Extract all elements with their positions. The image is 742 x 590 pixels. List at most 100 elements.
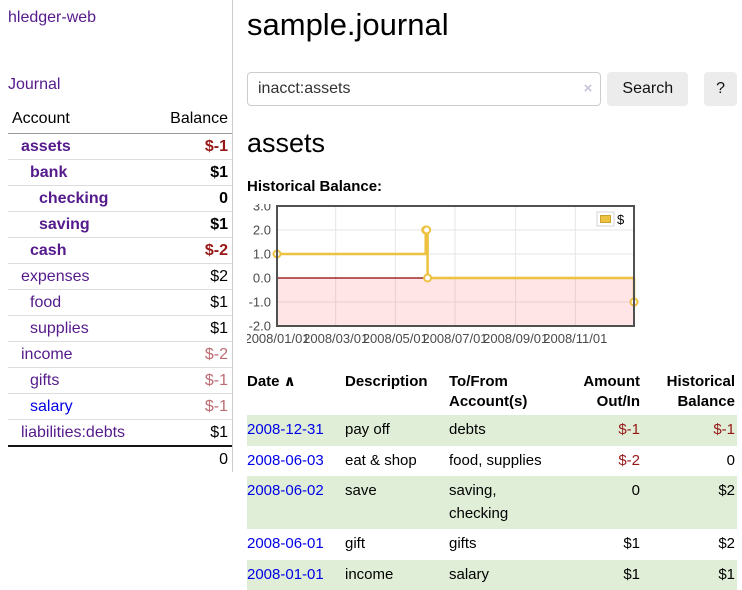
transaction-date-link[interactable]: 2008-06-01 <box>247 535 324 552</box>
register-column-label: Description <box>345 373 428 390</box>
transaction-date-cell: 2008-06-02 <box>247 476 345 529</box>
account-row: assets $-1 <box>8 134 232 160</box>
transaction-date-link[interactable]: 2008-06-02 <box>247 482 324 499</box>
sort-ascending-icon: ∧ <box>280 373 296 390</box>
register-column-label: To/From Account(s) <box>449 373 527 410</box>
register-column-label: Historical Balance <box>667 373 735 410</box>
transaction-accounts: food, supplies <box>449 446 565 477</box>
svg-text:1.0: 1.0 <box>253 247 271 262</box>
accounts-header-balance: Balance <box>152 107 232 134</box>
svg-text:2008/09/01: 2008/09/01 <box>483 331 548 346</box>
account-row: income $-2 <box>8 342 232 368</box>
account-balance: $1 <box>152 420 232 447</box>
transaction-accounts: saving, checking <box>449 476 565 529</box>
transaction-balance: $2 <box>642 529 737 560</box>
transaction-amount: $-1 <box>565 415 642 446</box>
transaction-date-link[interactable]: 2008-06-03 <box>247 452 324 469</box>
svg-text:2008/01/01: 2008/01/01 <box>247 331 310 346</box>
account-balance: $1 <box>152 212 232 238</box>
register-column-header[interactable]: Date ∧ <box>247 369 345 415</box>
sidebar-account-link[interactable]: saving <box>39 216 90 233</box>
account-balance: $-1 <box>152 394 232 420</box>
sidebar: hledger-web Journal Account Balance asse… <box>0 0 233 472</box>
svg-text:2008/03/01: 2008/03/01 <box>303 331 368 346</box>
account-balance: 0 <box>152 186 232 212</box>
transaction-accounts: debts <box>449 415 565 446</box>
sidebar-item-journal[interactable]: Journal <box>8 76 232 94</box>
account-balance: $1 <box>152 290 232 316</box>
search-form: × Search ? <box>247 72 737 106</box>
svg-text:3.0: 3.0 <box>253 204 271 214</box>
svg-text:2.0: 2.0 <box>253 223 271 238</box>
register-column-header: Amount Out/In <box>565 369 642 415</box>
sidebar-account-link[interactable]: food <box>30 294 61 311</box>
account-row: bank $1 <box>8 160 232 186</box>
transaction-date-cell: 2008-06-03 <box>247 446 345 477</box>
svg-text:2008/11/01: 2008/11/01 <box>543 331 607 346</box>
sidebar-account-link[interactable]: salary <box>30 398 73 415</box>
search-button[interactable]: Search <box>607 72 688 106</box>
help-button[interactable]: ? <box>704 72 737 106</box>
svg-text:2008/05/01: 2008/05/01 <box>363 331 428 346</box>
transaction-description: income <box>345 560 449 590</box>
transaction-date-link[interactable]: 2008-01-01 <box>247 566 324 583</box>
sidebar-account-link[interactable]: liabilities:debts <box>21 424 125 441</box>
accounts-total-spacer <box>8 446 152 472</box>
sidebar-account-link[interactable]: income <box>21 346 73 363</box>
register-column-header: Description <box>345 369 449 415</box>
account-balance: $-2 <box>152 238 232 264</box>
transaction-description: pay off <box>345 415 449 446</box>
transaction-amount: $-2 <box>565 446 642 477</box>
account-balance: $2 <box>152 264 232 290</box>
sidebar-account-link[interactable]: gifts <box>30 372 59 389</box>
transaction-description: save <box>345 476 449 529</box>
transaction-date-cell: 2008-01-01 <box>247 560 345 590</box>
brand-link[interactable]: hledger-web <box>8 9 232 27</box>
transaction-balance: $1 <box>642 560 737 590</box>
register-column-label: Date <box>247 373 280 390</box>
chart-svg: $3.02.01.00.0-1.0-2.02008/01/012008/03/0… <box>247 204 667 349</box>
main-content: sample.journal × Search ? assets Histori… <box>246 0 742 590</box>
account-row: saving $1 <box>8 212 232 238</box>
transaction-description: eat & shop <box>345 446 449 477</box>
transaction-balance: $2 <box>642 476 737 529</box>
account-heading: assets <box>247 127 737 159</box>
clear-search-icon[interactable]: × <box>584 80 593 97</box>
account-row: food $1 <box>8 290 232 316</box>
account-row: cash $-2 <box>8 238 232 264</box>
search-input[interactable] <box>247 72 601 106</box>
accounts-header-account: Account <box>8 107 152 134</box>
transaction-accounts: gifts <box>449 529 565 560</box>
transaction-accounts: salary <box>449 560 565 590</box>
search-box: × <box>247 72 601 106</box>
chart-heading: Historical Balance: <box>247 178 737 195</box>
svg-text:2008/07/01: 2008/07/01 <box>422 331 487 346</box>
transaction-description: gift <box>345 529 449 560</box>
sidebar-account-link[interactable]: checking <box>39 190 108 207</box>
account-balance: $-2 <box>152 342 232 368</box>
account-row: salary $-1 <box>8 394 232 420</box>
sidebar-account-link[interactable]: assets <box>21 138 71 155</box>
transaction-balance: 0 <box>642 446 737 477</box>
accounts-total-balance: 0 <box>152 446 232 472</box>
account-balance: $1 <box>152 160 232 186</box>
sidebar-account-link[interactable]: bank <box>30 164 67 181</box>
account-balance: $1 <box>152 316 232 342</box>
transaction-date-link[interactable]: 2008-12-31 <box>247 421 324 438</box>
accounts-table-header-row: Account Balance <box>8 107 232 134</box>
sidebar-account-link[interactable]: expenses <box>21 268 90 285</box>
svg-text:-1.0: -1.0 <box>249 295 271 310</box>
sidebar-account-link[interactable]: supplies <box>30 320 89 337</box>
account-balance: $-1 <box>152 134 232 160</box>
register-column-header: Historical Balance <box>642 369 737 415</box>
transaction-amount: 0 <box>565 476 642 529</box>
svg-text:$: $ <box>617 212 625 227</box>
sidebar-account-link[interactable]: cash <box>30 242 66 259</box>
